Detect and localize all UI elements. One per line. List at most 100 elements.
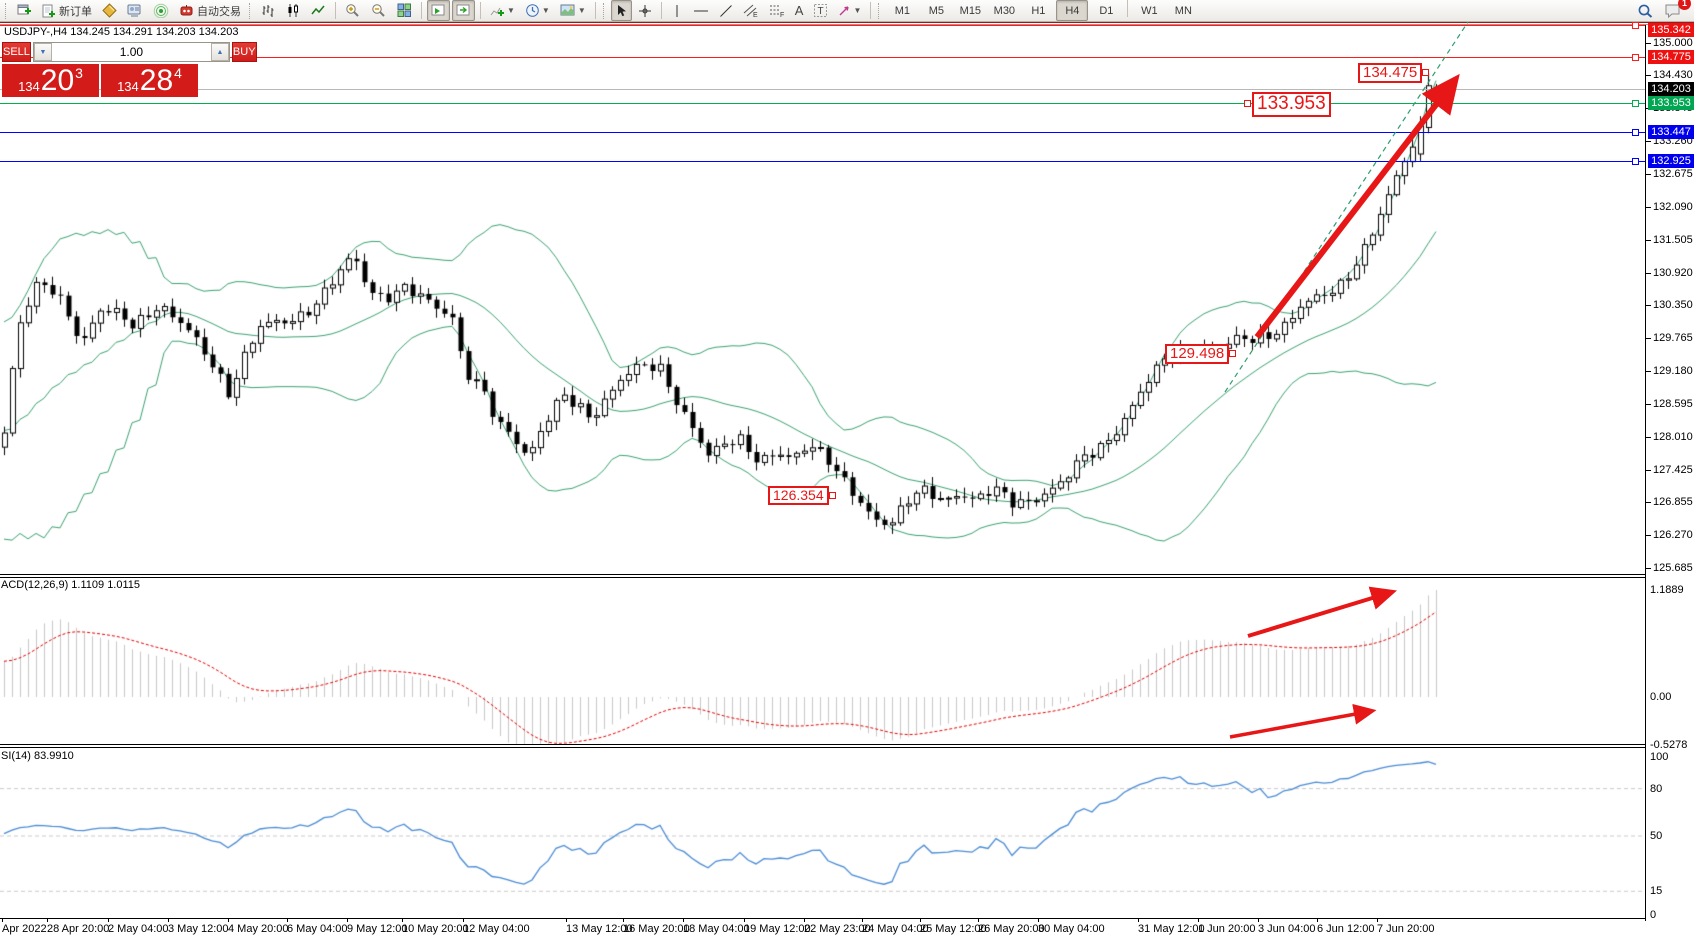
market-watch-icon[interactable]	[123, 0, 147, 21]
price-axis-label: 128.010	[1646, 431, 1693, 444]
sell-price-main: 20	[40, 64, 75, 97]
price-axis-label: 130.350	[1646, 299, 1693, 312]
timeframe-M30[interactable]: M30	[993, 4, 1016, 17]
price-axis-label: 129.180	[1646, 365, 1693, 378]
zoom-out-icon[interactable]	[367, 0, 391, 21]
time-axis-label: 7 Jun 20:00	[1377, 918, 1435, 935]
periods-clock-icon	[525, 3, 540, 18]
price-annotation-box[interactable]: 133.953	[1244, 92, 1331, 117]
timeframe-MN[interactable]: MN	[1174, 4, 1192, 17]
price-level-line[interactable]	[0, 54, 1645, 61]
pane-separator-rsi[interactable]	[0, 744, 1646, 748]
new-order-button[interactable]: 新订单	[38, 0, 96, 21]
vertical-line-icon[interactable]	[667, 0, 687, 21]
equidistant-channel-icon[interactable]: E	[739, 0, 763, 21]
toolbar-handle[interactable]	[878, 2, 882, 19]
candlestick-chart-icon[interactable]	[282, 0, 305, 21]
timeframe-W1[interactable]: W1	[1141, 4, 1158, 17]
toolbar-handle[interactable]	[5, 2, 9, 19]
price-axis-label: 126.855	[1646, 496, 1693, 509]
macd-axis-label: -0.5278	[1650, 738, 1688, 751]
zoom-in-icon[interactable]	[341, 0, 365, 21]
price-badge: 135.342	[1648, 23, 1694, 37]
time-axis-label: 4 May 20:00	[228, 918, 289, 935]
time-axis-label: 19 May 12:00	[744, 918, 811, 935]
toolbar-handle[interactable]	[602, 2, 607, 19]
fibonacci-icon[interactable]: F	[765, 0, 789, 21]
volume-input[interactable]	[51, 43, 211, 61]
timeframe-H4[interactable]: H4	[1056, 0, 1089, 21]
rsi-indicator-label: SI(14) 83.9910	[1, 750, 74, 762]
metaeditor-icon[interactable]	[98, 0, 121, 21]
search-icon[interactable]	[1633, 0, 1658, 21]
volume-increase-button[interactable]: ▲	[210, 43, 229, 61]
new-chart-icon[interactable]	[13, 0, 36, 21]
trendline-icon[interactable]	[715, 0, 737, 21]
price-annotation-box[interactable]: 129.498	[1165, 344, 1237, 365]
price-trend-arrow[interactable]	[1254, 73, 1460, 339]
crosshair-icon[interactable]	[634, 0, 656, 21]
price-badge: 133.447	[1648, 124, 1694, 139]
volume-decrease-button[interactable]: ▼	[33, 43, 52, 61]
sell-button[interactable]: SELL	[2, 42, 31, 62]
periods-clock-button[interactable]: ▼	[521, 0, 554, 21]
rsi-trend-arrow[interactable]	[1229, 703, 1377, 739]
tile-windows-icon[interactable]	[393, 0, 416, 21]
current-price-line[interactable]	[0, 89, 1645, 90]
horizontal-line-icon[interactable]	[689, 0, 713, 21]
window-border-line	[0, 24, 1694, 25]
autotrading-button[interactable]: 自动交易	[175, 0, 245, 21]
cursor-icon[interactable]	[610, 0, 632, 21]
chart-shift-icon[interactable]	[452, 0, 475, 21]
timeframe-D1[interactable]: D1	[1099, 4, 1114, 17]
buy-price-display[interactable]: 134 28 4	[101, 64, 198, 97]
sell-price-prefix: 134	[18, 79, 40, 94]
profile-charts-icon[interactable]	[427, 0, 450, 21]
macd-trend-arrow[interactable]	[1247, 586, 1397, 638]
price-axis-label: 127.425	[1646, 464, 1693, 477]
price-axis-label: 135.000	[1646, 37, 1693, 49]
text-tool-button[interactable]: A	[794, 3, 804, 18]
toolbar-handle[interactable]	[249, 2, 253, 19]
time-axis-label: 3 May 12:00	[168, 918, 229, 935]
price-level-line[interactable]	[0, 158, 1645, 165]
text-label-tool-button[interactable]: T	[809, 0, 832, 21]
price-level-line[interactable]	[0, 129, 1645, 136]
signals-icon[interactable]	[149, 0, 173, 21]
timeframe-M1[interactable]: M1	[894, 4, 910, 17]
buy-price-main: 28	[139, 64, 174, 97]
trendline-object[interactable]	[1224, 21, 1469, 393]
window-border-line	[0, 22, 1694, 23]
arrows-tool-button[interactable]: ▼	[834, 0, 865, 21]
macd-axis-label: 1.1889	[1650, 583, 1684, 596]
time-axis-label: 10 May 20:00	[402, 918, 469, 935]
macd-indicator-label: ACD(12,26,9) 1.1109 1.0115	[1, 579, 141, 591]
sell-price-display[interactable]: 134 20 3	[2, 64, 99, 97]
line-anchor-square	[1632, 100, 1639, 107]
line-chart-icon[interactable]	[307, 0, 330, 21]
add-indicator-button[interactable]: ▼	[486, 0, 519, 21]
buy-button[interactable]: BUY	[231, 42, 257, 62]
price-level-line[interactable]	[0, 22, 1645, 29]
time-axis-label: 3 Jun 04:00	[1258, 918, 1316, 935]
time-axis-label: 25 May 12:00	[920, 918, 987, 935]
price-annotation-box[interactable]: 126.354	[768, 486, 836, 506]
timeframe-H1[interactable]: H1	[1031, 4, 1046, 17]
timeframe-M15[interactable]: M15	[959, 4, 982, 17]
templates-button[interactable]: ▼	[556, 0, 590, 21]
buy-price-prefix: 134	[117, 79, 139, 94]
chat-icon[interactable]: 1	[1660, 0, 1691, 21]
price-axis-label: 132.090	[1646, 201, 1693, 214]
time-axis-label: 18 May 04:00	[683, 918, 750, 935]
rsi-axis-label: 15	[1650, 885, 1663, 898]
timeframe-M5[interactable]: M5	[928, 4, 944, 17]
price-axis-label: 129.765	[1646, 332, 1693, 345]
time-axis-label: 1 Jun 20:00	[1198, 918, 1256, 935]
price-level-line[interactable]	[0, 100, 1645, 107]
time-axis-line	[0, 918, 1646, 919]
bar-chart-icon[interactable]	[257, 0, 280, 21]
pane-separator-macd[interactable]	[0, 574, 1646, 578]
line-anchor-square	[1632, 22, 1639, 29]
